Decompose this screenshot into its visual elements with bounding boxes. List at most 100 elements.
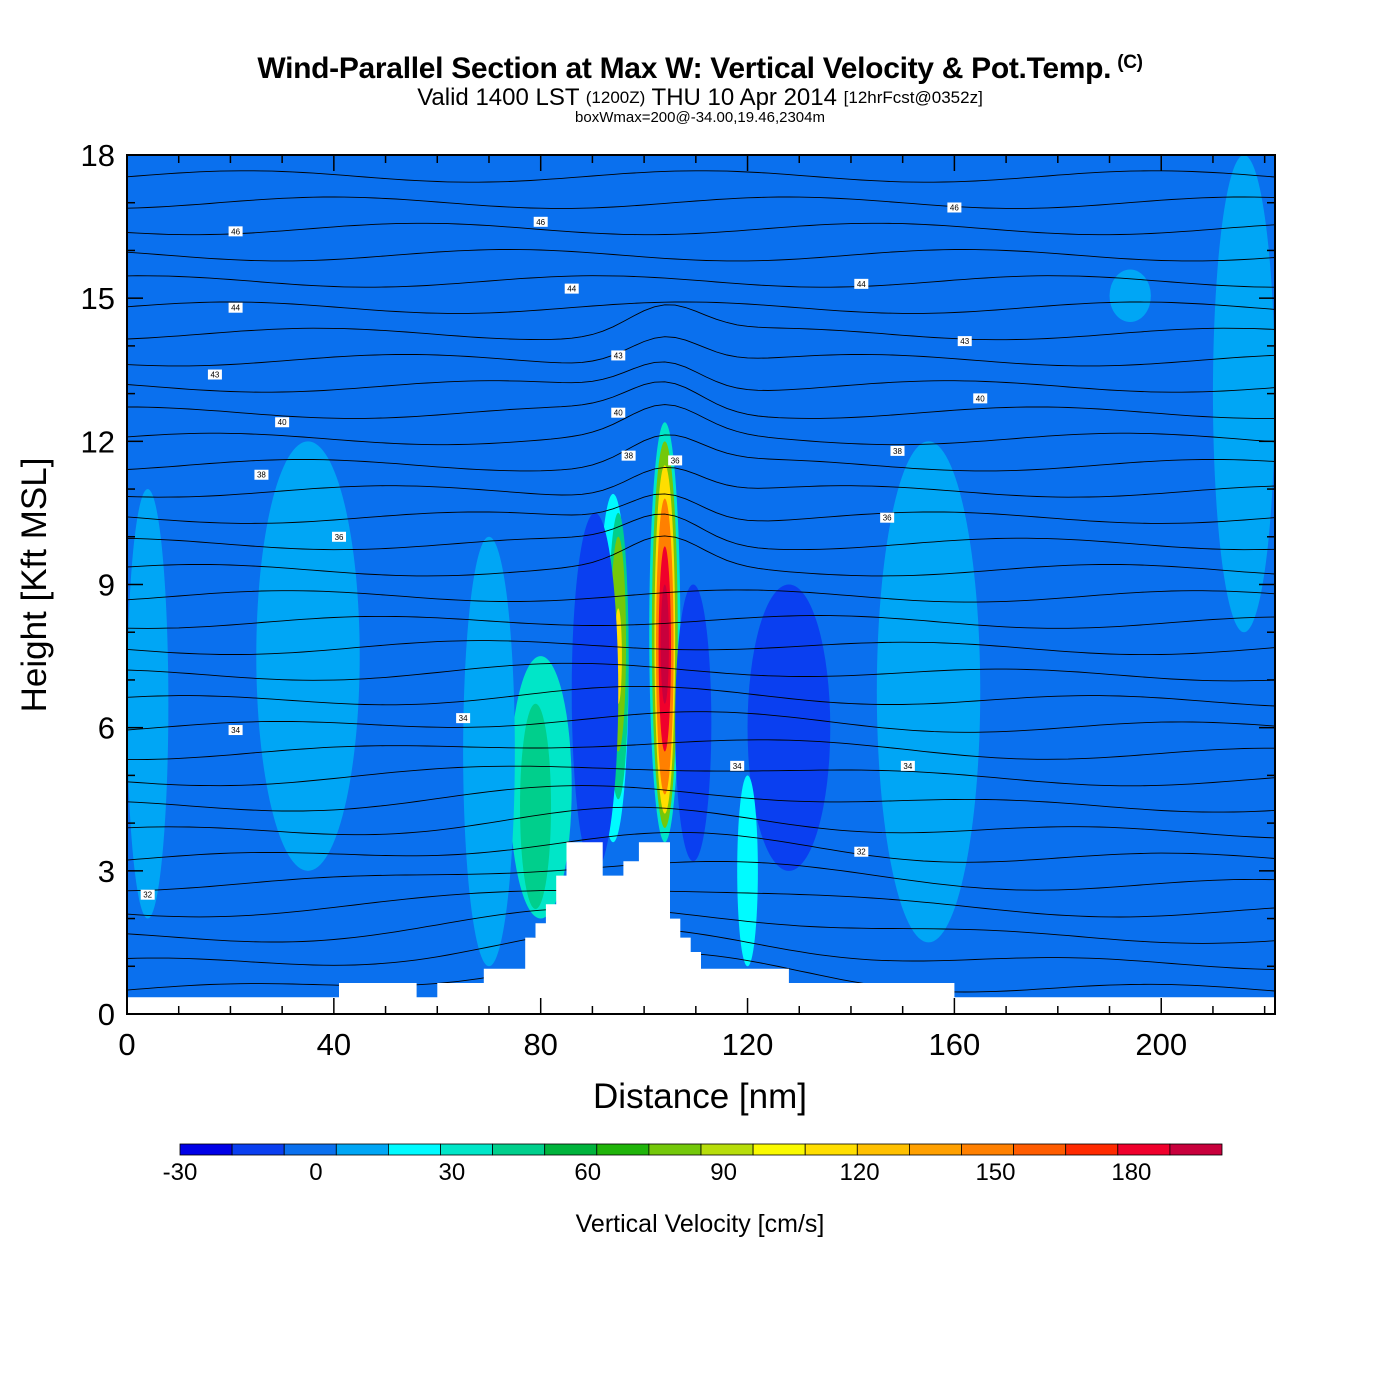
colorbar-swatch-6	[492, 1143, 546, 1156]
contour-label-2: 46	[947, 202, 962, 213]
velocity-cell-9	[660, 584, 669, 704]
theta-contour-26	[127, 301, 1275, 314]
x-tick-label-5: 200	[1135, 1027, 1187, 1062]
velocity-cell-17	[256, 441, 360, 871]
velocity-cell-15	[737, 775, 758, 967]
contour-label-15: 36	[332, 531, 347, 542]
svg-text:40: 40	[278, 418, 287, 427]
x-tick-label-1: 40	[317, 1027, 351, 1062]
x-axis-label: Distance [nm]	[593, 1077, 807, 1116]
svg-text:38: 38	[624, 452, 633, 461]
svg-text:32: 32	[143, 891, 152, 900]
velocity-cell-18	[463, 536, 515, 967]
contour-label-10: 40	[611, 407, 626, 418]
x-tick-label-0: 0	[118, 1027, 135, 1062]
theta-contour-1	[127, 927, 1275, 970]
colorbar-swatch-4	[387, 1143, 441, 1156]
theta-contour-28	[127, 249, 1275, 262]
contour-label-12: 38	[254, 469, 269, 480]
svg-text:36: 36	[671, 456, 680, 465]
terrain	[127, 842, 1275, 1014]
y-tick-label-6: 18	[81, 138, 115, 173]
velocity-cell-13	[675, 584, 712, 862]
contour-label-9: 40	[275, 417, 290, 428]
contour-label-16: 36	[668, 455, 683, 466]
colorbar-swatch-14	[909, 1143, 962, 1156]
colorbar-label-2: 30	[438, 1159, 465, 1186]
contour-label-4: 44	[564, 283, 579, 294]
svg-text:36: 36	[335, 533, 344, 542]
theta-contour-18	[127, 493, 1275, 524]
colorbar: -30 0 30 60 90 120 150 180	[163, 1143, 1223, 1186]
theta-contour-labels: 46 46 46 44 44 44 43 43 43 40 40 40 38 38 38 36 36 36 34 34…	[140, 202, 988, 900]
colorbar-swatch-13	[856, 1143, 910, 1156]
theta-contours	[127, 170, 1275, 993]
theta-contour-7	[127, 785, 1275, 813]
theta-contour-10	[127, 711, 1275, 733]
colorbar-swatch-17	[1065, 1143, 1119, 1156]
theta-contour-3	[127, 889, 1275, 918]
theta-contour-17	[127, 513, 1275, 551]
contour-label-8: 43	[957, 336, 972, 347]
svg-text:44: 44	[567, 285, 576, 294]
svg-text:34: 34	[733, 762, 742, 771]
plot-area: 46 46 46 44 44 44 43 43 43 40 40 40 38 38 38 36 36 36 34 34…	[127, 155, 1275, 1014]
colorbar-label-5: 120	[840, 1159, 880, 1186]
y-axis-label: Height [Kft MSL]	[15, 458, 54, 713]
colorbar-label-4: 90	[710, 1159, 737, 1186]
valid-date: THU 10 Apr 2014	[651, 84, 837, 111]
colorbar-swatch-1	[231, 1143, 285, 1156]
contour-label-1: 46	[533, 216, 548, 227]
y-tick-label-4: 12	[81, 424, 115, 459]
colorbar-swatch-5	[440, 1143, 493, 1156]
utc-time: (1200Z)	[585, 88, 646, 107]
title-text: Wind-Parallel Section at Max W: Vertical…	[257, 52, 1112, 85]
velocity-cell-11	[520, 703, 552, 910]
theta-contour-6	[127, 806, 1275, 839]
theta-contour-5	[127, 831, 1275, 863]
theta-contour-2	[127, 907, 1275, 944]
valid-time: Valid 1400 LST	[417, 84, 580, 111]
chart-title: Wind-Parallel Section at Max W: Vertical…	[0, 52, 1400, 86]
contour-label-23: 32	[854, 846, 869, 857]
theta-contour-8	[127, 765, 1275, 787]
svg-text:40: 40	[976, 394, 985, 403]
y-tick-label-0: 0	[98, 997, 115, 1032]
velocity-cell-19	[876, 441, 981, 943]
svg-text:46: 46	[231, 227, 240, 236]
svg-text:36: 36	[883, 514, 892, 523]
theta-contour-23	[127, 361, 1275, 393]
y-tick-label-3: 9	[98, 568, 115, 603]
theta-contour-21	[127, 404, 1275, 446]
theta-contour-22	[127, 381, 1275, 419]
colorbar-swatch-7	[544, 1143, 598, 1156]
velocity-cell-20	[1212, 155, 1275, 633]
colorbar-label-7: 180	[1111, 1159, 1151, 1186]
colorbar-swatch-8	[596, 1143, 650, 1156]
theta-contour-9	[127, 739, 1275, 761]
y-tick-label-1: 3	[98, 854, 115, 889]
svg-text:38: 38	[893, 447, 902, 456]
colorbar-label-1: 0	[309, 1159, 322, 1186]
svg-text:43: 43	[210, 371, 219, 380]
theta-contour-4	[127, 861, 1275, 892]
colorbar-swatch-16	[1013, 1143, 1067, 1156]
svg-text:46: 46	[950, 203, 959, 212]
theta-contour-11	[127, 685, 1275, 707]
contour-label-6: 43	[207, 369, 222, 380]
contour-label-17: 36	[880, 512, 895, 523]
colorbar-swatch-19	[1169, 1143, 1223, 1156]
contour-label-20: 34	[730, 760, 745, 771]
colorbar-label-3: 60	[574, 1159, 601, 1186]
svg-text:46: 46	[536, 218, 545, 227]
velocity-cell-21	[1109, 269, 1151, 323]
colorbar-swatch-0	[179, 1143, 233, 1156]
theta-contour-14	[127, 615, 1275, 629]
svg-text:43: 43	[614, 351, 623, 360]
contour-label-14: 38	[890, 445, 905, 456]
svg-text:38: 38	[257, 471, 266, 480]
colorbar-swatch-3	[335, 1143, 389, 1156]
contour-label-19: 34	[456, 713, 471, 724]
theta-contour-12	[127, 662, 1275, 682]
